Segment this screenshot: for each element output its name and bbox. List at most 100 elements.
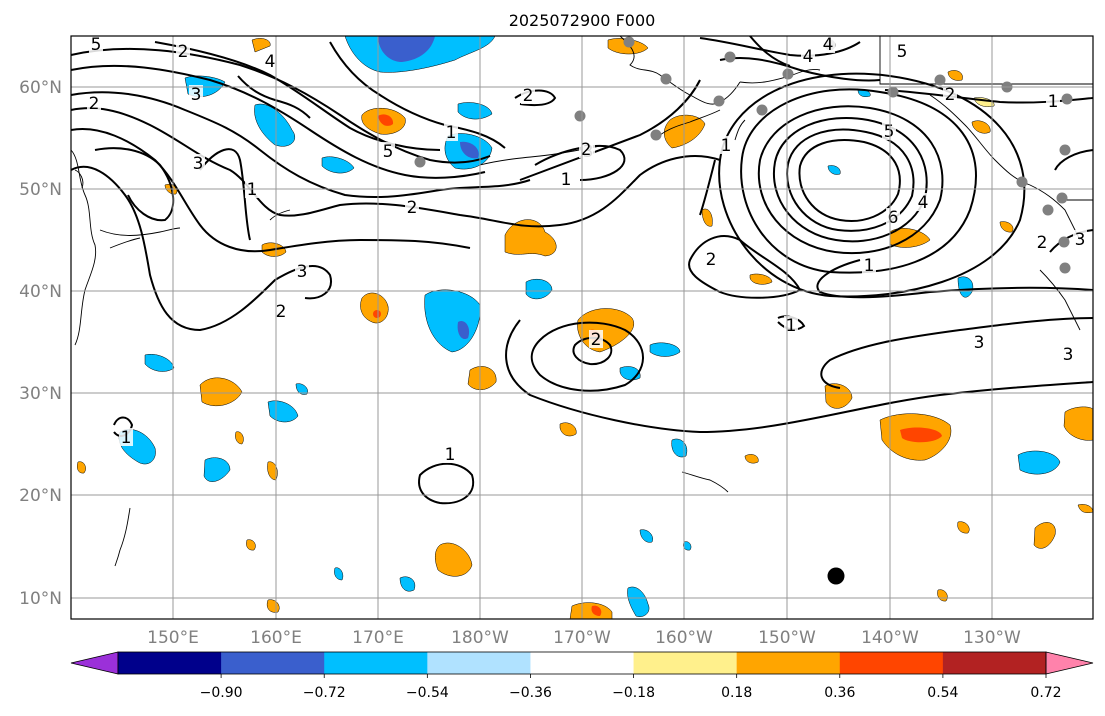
contour-label-bg bbox=[274, 302, 288, 320]
contour-label-bg bbox=[191, 154, 205, 172]
contour-label: 2 bbox=[581, 140, 592, 160]
positive-anomaly-patches bbox=[77, 38, 1094, 620]
contour-label-bg bbox=[895, 42, 909, 60]
contour-line bbox=[1049, 229, 1094, 253]
contour-label: 4 bbox=[918, 193, 929, 213]
lon-tick-label: 150°W bbox=[758, 628, 816, 648]
warm-patch bbox=[701, 208, 713, 227]
map-area: 54321235123221215412164123332112345 bbox=[70, 35, 1094, 620]
contour-label-bg bbox=[405, 198, 419, 216]
contour-label: 2 bbox=[706, 250, 717, 270]
colorbar-tick-label: −0.72 bbox=[303, 685, 346, 701]
colorbar-extend-max bbox=[1045, 651, 1094, 675]
contour-line bbox=[749, 35, 791, 67]
contour-line bbox=[718, 72, 1026, 298]
coastline bbox=[70, 149, 97, 346]
contour-line bbox=[70, 64, 486, 179]
contour-label: 3 bbox=[191, 85, 202, 105]
cold-patch bbox=[525, 279, 553, 300]
lon-tick-label: 170°W bbox=[553, 628, 611, 648]
station-dot bbox=[1042, 204, 1054, 216]
colorbar-tick-label: 0.54 bbox=[927, 685, 958, 701]
cold-patch bbox=[639, 529, 653, 543]
contour-label: 4 bbox=[803, 47, 814, 67]
warm-patch bbox=[77, 461, 86, 474]
station-dot bbox=[887, 86, 899, 98]
contour-line bbox=[798, 139, 901, 222]
contour-label-bg bbox=[1073, 230, 1087, 248]
contour-label-bg bbox=[943, 85, 957, 103]
station-dot bbox=[574, 110, 586, 122]
contour-line bbox=[757, 105, 944, 255]
warm-patch bbox=[971, 120, 991, 134]
cold-patch bbox=[649, 342, 681, 357]
station-dot bbox=[414, 156, 426, 168]
colorbar-tick-label: −0.18 bbox=[612, 685, 655, 701]
colorbar-segment bbox=[221, 652, 325, 674]
contour-line bbox=[70, 47, 491, 164]
contour-label: 2 bbox=[276, 302, 287, 322]
contour-label-bg bbox=[295, 262, 309, 280]
station-dot bbox=[1059, 144, 1071, 156]
warm-patch bbox=[435, 542, 473, 577]
warm-core bbox=[591, 605, 602, 616]
contour-label: 2 bbox=[523, 86, 534, 106]
coastline bbox=[99, 227, 181, 236]
warm-patch bbox=[664, 114, 706, 149]
colorbar-tick-label: 0.18 bbox=[721, 685, 752, 701]
contour-line bbox=[719, 57, 881, 82]
colorbar-tick-labels: −0.90 −0.72 −0.54 −0.36 −0.18 0.18 0.36 0.54 0.7… bbox=[200, 674, 1062, 701]
contour-label: 5 bbox=[897, 42, 908, 62]
colorbar-tick-label: −0.36 bbox=[509, 685, 552, 701]
contour-label-bg bbox=[87, 94, 101, 112]
contour-label-bg bbox=[559, 170, 573, 188]
station-dot bbox=[1058, 236, 1070, 248]
warm-patch bbox=[199, 377, 243, 407]
contour-label: 2 bbox=[178, 42, 189, 62]
contour-label: 1 bbox=[786, 316, 797, 336]
contour-label: 1 bbox=[247, 180, 258, 200]
colorbar-segment bbox=[839, 652, 944, 674]
contour-label-bg bbox=[882, 122, 896, 140]
contour-label: 3 bbox=[1063, 345, 1074, 365]
cold-core bbox=[378, 36, 435, 62]
cold-patch bbox=[321, 156, 355, 174]
colorbar-tick-label: −0.90 bbox=[200, 685, 243, 701]
warm-patch bbox=[360, 292, 389, 324]
colorbar-segment bbox=[736, 652, 841, 674]
warm-patch bbox=[1033, 522, 1056, 549]
coastline bbox=[109, 237, 141, 249]
colorbar-segment bbox=[942, 652, 1047, 674]
contour-label: 5 bbox=[884, 122, 895, 142]
contour-label-bg bbox=[1035, 233, 1049, 251]
contour-line bbox=[820, 317, 1094, 389]
station-markers bbox=[414, 36, 1073, 274]
contour-line bbox=[786, 128, 915, 232]
colorbar-segment bbox=[118, 652, 222, 674]
cold-patch bbox=[671, 438, 688, 458]
contour-label: 1 bbox=[446, 123, 457, 143]
contour-label-bg bbox=[521, 86, 535, 104]
lat-tick-label: 10°N bbox=[19, 589, 62, 609]
colorbar-extend-min bbox=[70, 651, 119, 675]
contour-line bbox=[688, 235, 802, 299]
contour-label-bg bbox=[916, 193, 930, 211]
contour-line bbox=[519, 79, 701, 181]
warm-patch bbox=[947, 70, 963, 81]
lat-tick-label: 30°N bbox=[19, 384, 62, 404]
warm-patch bbox=[749, 273, 773, 285]
contour-label-bg bbox=[1061, 345, 1075, 363]
graticule bbox=[71, 36, 1093, 619]
warm-patch bbox=[744, 454, 759, 464]
coastline bbox=[114, 507, 131, 567]
station-dot bbox=[713, 95, 725, 107]
map-frame bbox=[70, 35, 1094, 620]
cold-patch bbox=[399, 576, 416, 592]
coastline bbox=[734, 119, 746, 141]
contour-labels: 54321235123221215412164123332112345 bbox=[87, 35, 1087, 465]
cold-core bbox=[457, 320, 470, 340]
station-dot bbox=[623, 36, 635, 48]
contour-label: 5 bbox=[383, 142, 394, 162]
contour-label: 1 bbox=[561, 170, 572, 190]
lat-tick-label: 20°N bbox=[19, 486, 62, 506]
